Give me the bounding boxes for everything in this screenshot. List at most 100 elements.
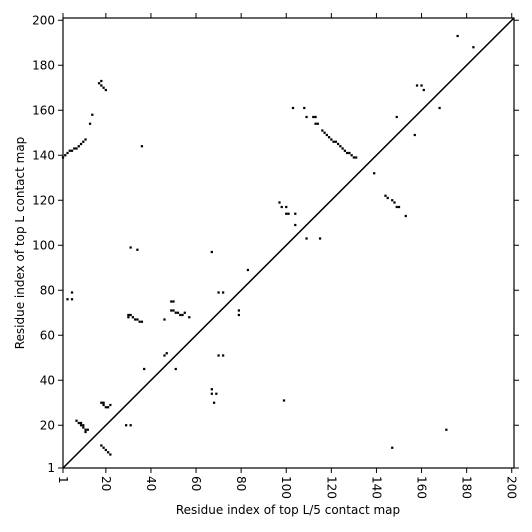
contact-point <box>221 354 225 357</box>
contact-point <box>104 448 107 452</box>
contact-point <box>102 401 105 404</box>
contact-point <box>314 115 317 119</box>
contact-point <box>88 122 92 125</box>
contact-point <box>109 453 112 456</box>
contact-point <box>109 403 112 407</box>
contact-point <box>140 320 144 323</box>
contact-point <box>66 151 69 155</box>
contact-point <box>170 300 173 303</box>
contact-point <box>282 399 286 402</box>
contact-point <box>422 88 425 92</box>
contact-point <box>68 149 71 152</box>
contact-point <box>79 424 83 427</box>
contact-point <box>327 136 331 139</box>
contact-point <box>415 84 419 87</box>
contact-point <box>84 138 87 141</box>
y-tick-label: 60 <box>40 328 55 342</box>
contact-point <box>391 446 394 449</box>
contact-point <box>291 106 295 110</box>
contact-point <box>129 246 132 249</box>
contact-point <box>352 156 356 159</box>
contact-point <box>237 309 241 312</box>
contact-point <box>246 268 250 272</box>
x-tick-label: 100 <box>279 476 293 499</box>
contact-point <box>77 421 80 425</box>
contact-point <box>104 406 107 409</box>
contact-point <box>294 223 297 227</box>
contact-point <box>332 140 335 143</box>
y-tick-label: 200 <box>32 13 55 27</box>
contact-point <box>183 311 186 314</box>
contact-point <box>294 212 297 215</box>
contact-point <box>79 142 83 146</box>
contact-point <box>73 147 76 150</box>
contact-point <box>336 142 340 146</box>
contact-point <box>312 115 315 119</box>
contact-point <box>323 131 326 134</box>
contact-point <box>66 298 69 301</box>
contact-point <box>134 318 137 321</box>
contact-point <box>82 424 85 427</box>
x-tick-label: 1 <box>56 476 70 484</box>
contact-point <box>314 122 317 125</box>
contact-point <box>215 392 218 395</box>
contact-point <box>174 311 177 314</box>
contact-point <box>346 151 349 155</box>
contact-point <box>287 212 290 215</box>
contact-point <box>106 406 110 409</box>
contact-point <box>127 316 130 319</box>
contact-point <box>136 248 139 251</box>
contact-point <box>100 84 103 87</box>
contact-point <box>221 291 225 294</box>
contact-point <box>70 298 74 301</box>
contact-point <box>395 205 398 209</box>
contact-point <box>404 214 407 218</box>
contact-point <box>106 451 110 454</box>
contact-point <box>172 300 175 303</box>
contact-point <box>285 212 288 215</box>
contact-point <box>102 446 105 449</box>
contact-point <box>305 115 308 119</box>
x-tick-label: 20 <box>99 476 113 491</box>
x-tick-label: 60 <box>189 476 203 491</box>
contact-point <box>210 392 213 395</box>
diagonal-line <box>62 17 515 469</box>
contact-point <box>212 401 216 404</box>
contact-point <box>386 196 389 200</box>
x-tick-label: 160 <box>415 476 429 499</box>
contact-point <box>70 291 74 294</box>
contact-point <box>129 424 132 427</box>
contact-point <box>140 145 144 148</box>
contact-point <box>84 428 87 431</box>
y-tick-label: 120 <box>32 193 55 207</box>
contact-point <box>64 154 67 157</box>
x-tick-label: 200 <box>505 476 519 499</box>
contact-point <box>75 419 78 422</box>
contact-point <box>384 194 387 197</box>
contact-point <box>70 149 74 152</box>
contact-point <box>174 367 177 371</box>
contact-point <box>100 444 103 447</box>
contact-point <box>165 352 168 355</box>
x-axis-label: Residue index of top L/5 contact map <box>176 503 400 517</box>
contact-point <box>172 309 175 312</box>
contact-point <box>395 115 398 119</box>
x-tick-label: 80 <box>234 476 248 491</box>
contact-point <box>316 122 319 125</box>
contact-point <box>397 205 401 209</box>
contact-point <box>341 147 344 150</box>
contact-point <box>97 82 101 85</box>
y-tick-label: 160 <box>32 103 55 117</box>
contact-point <box>420 84 423 87</box>
contact-point <box>325 133 328 137</box>
contact-point <box>393 201 396 204</box>
contact-point <box>163 354 166 357</box>
contact-point <box>79 421 83 425</box>
contact-point <box>170 309 173 312</box>
y-tick-label: 20 <box>40 418 55 432</box>
contact-point <box>91 113 94 116</box>
x-tick-label: 120 <box>324 476 338 499</box>
contact-point <box>77 145 80 148</box>
contact-point <box>445 428 448 431</box>
